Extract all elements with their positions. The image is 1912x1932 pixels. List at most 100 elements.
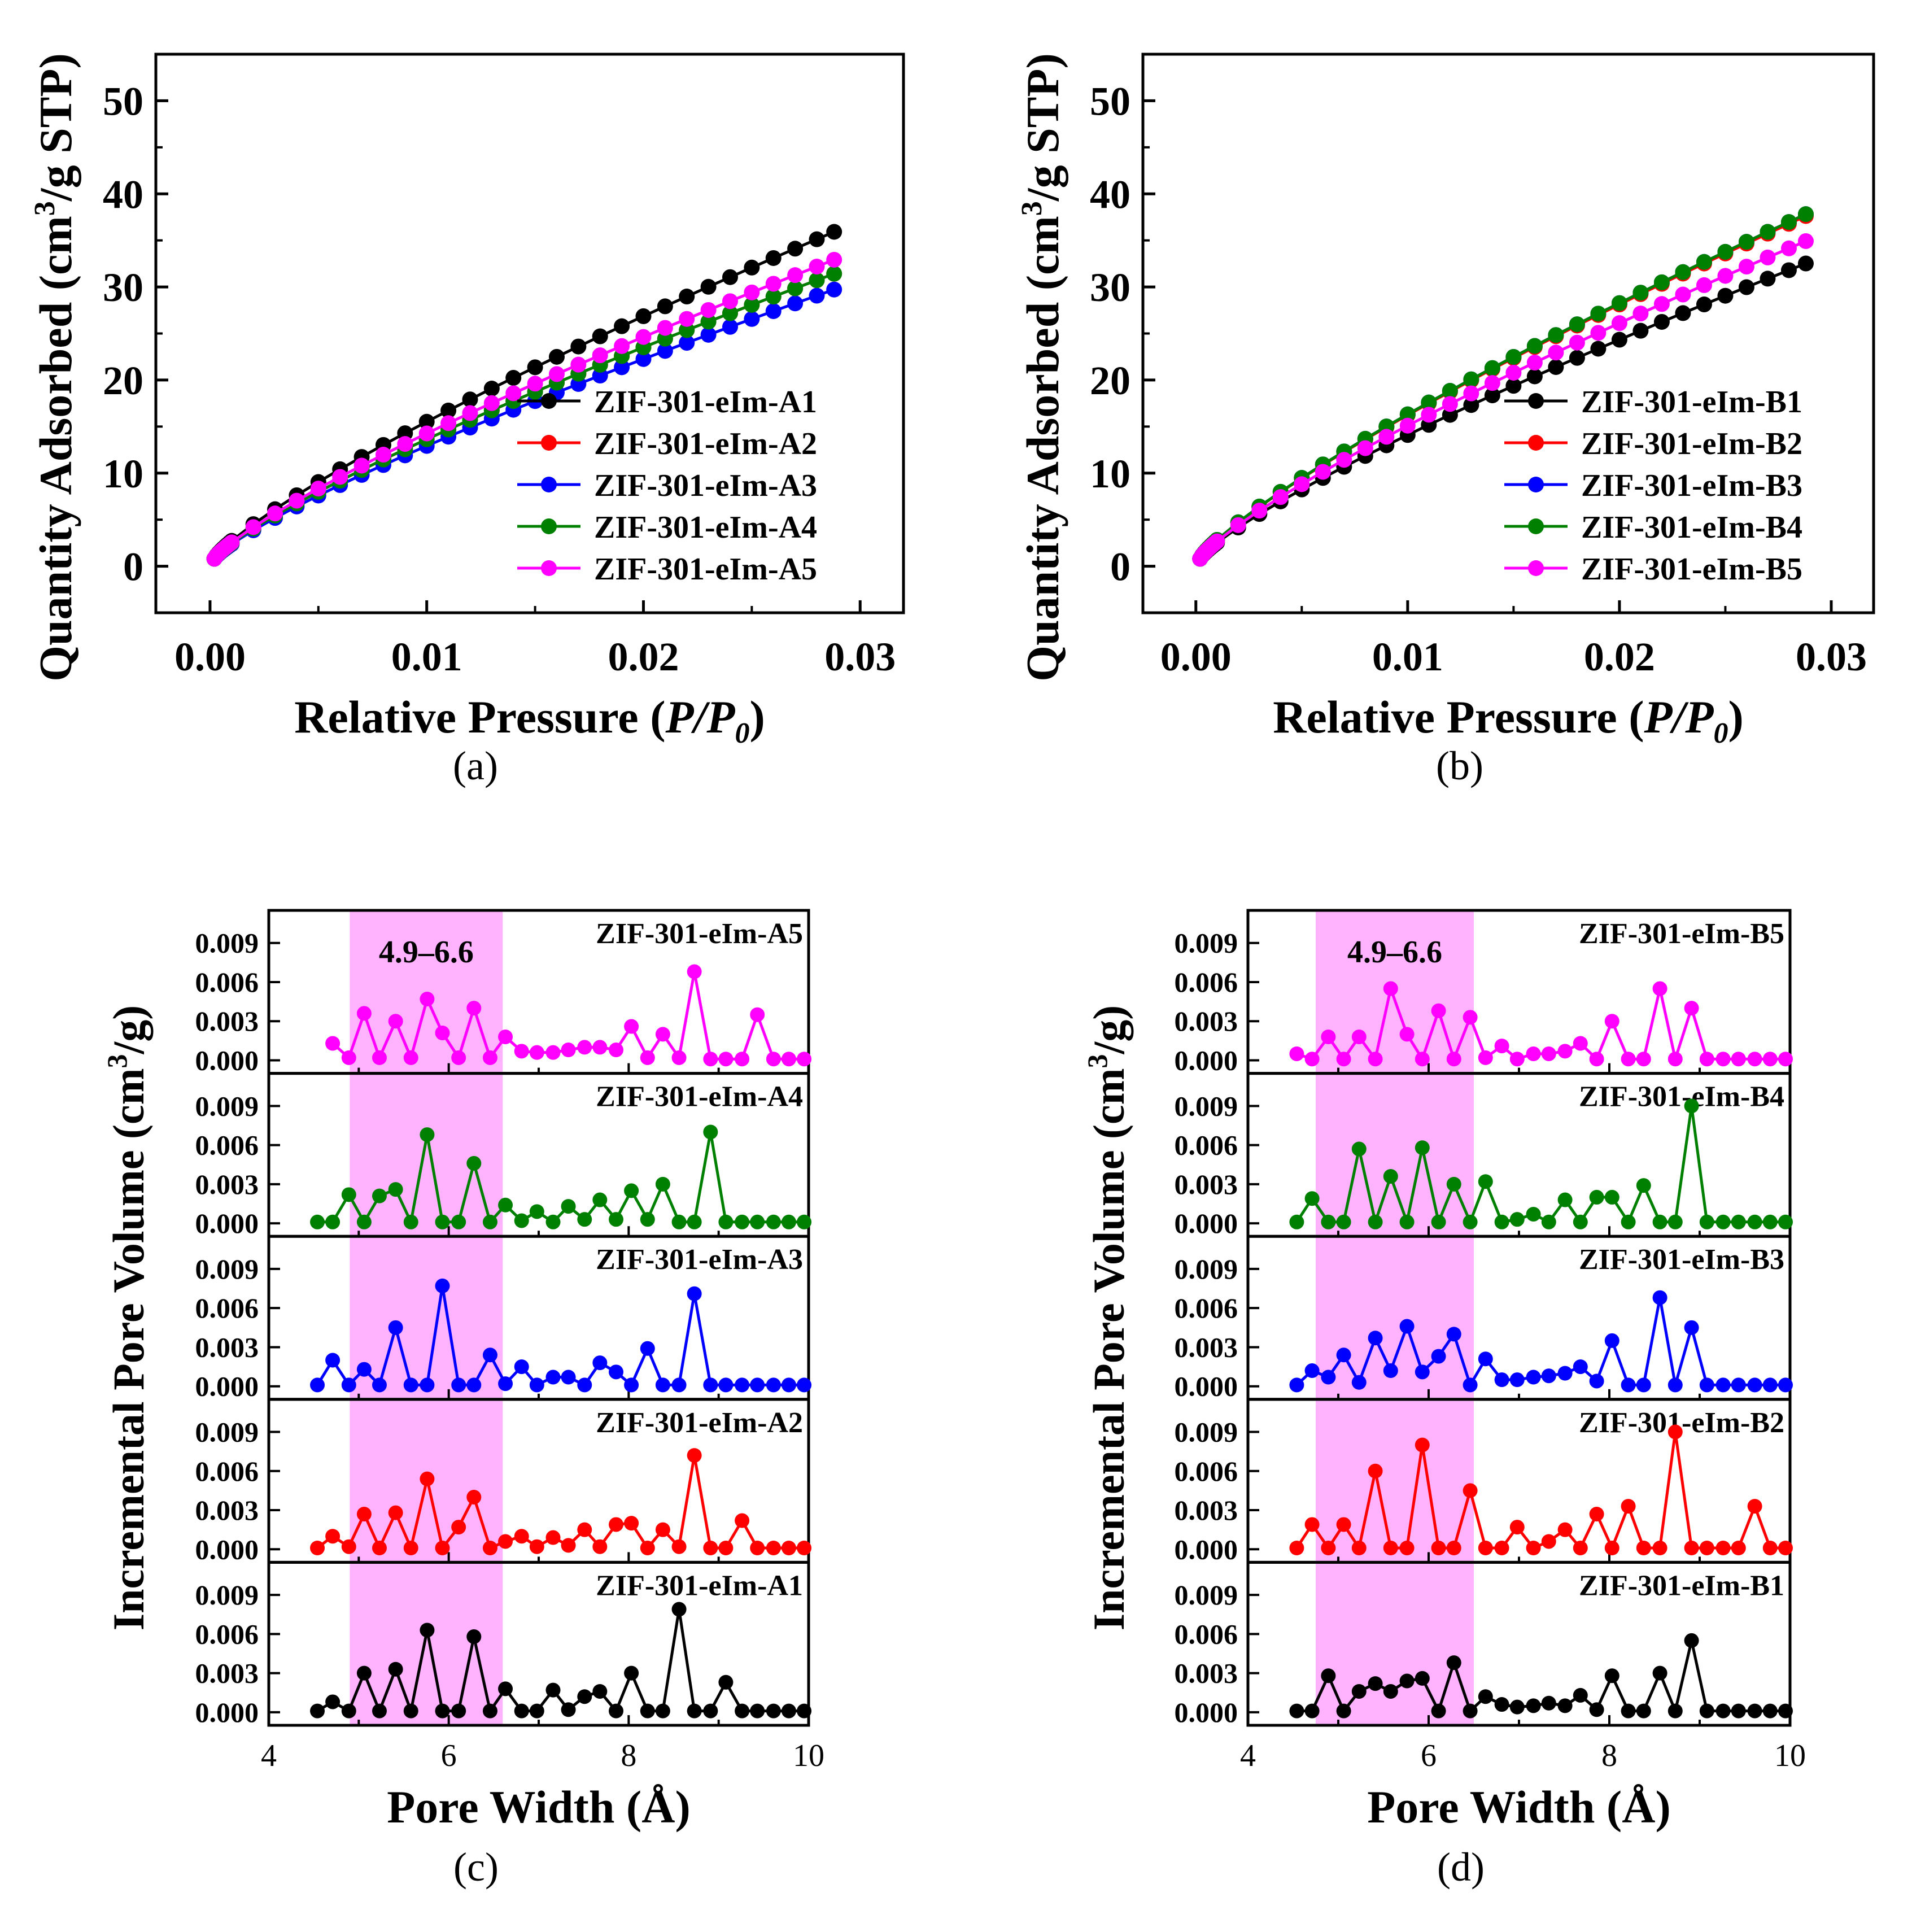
y-tick-label: 0.003 <box>1175 1168 1238 1200</box>
data-point <box>1383 1168 1398 1184</box>
y-axis-label-unit: /g) <box>104 1005 153 1055</box>
data-point <box>655 1377 670 1393</box>
y-tick-label: 0.006 <box>1175 966 1238 998</box>
data-point <box>1357 440 1373 456</box>
data-point <box>356 1665 372 1681</box>
data-point <box>1399 1214 1415 1229</box>
data-point <box>1573 1214 1588 1229</box>
data-point <box>1463 1377 1478 1393</box>
data-point <box>735 1377 750 1393</box>
data-point <box>332 469 348 485</box>
data-point <box>826 265 842 282</box>
data-point <box>1442 407 1458 423</box>
data-point <box>403 1703 418 1719</box>
data-point <box>1589 1052 1604 1067</box>
data-point <box>1509 1212 1525 1227</box>
data-point <box>703 1377 718 1393</box>
data-point <box>787 241 804 257</box>
data-point <box>529 1539 544 1554</box>
data-point <box>1715 1541 1731 1556</box>
data-point <box>1321 1370 1336 1385</box>
y-tick-label: 0.000 <box>195 1697 259 1728</box>
subplot-title: ZIF-301-eIm-A2 <box>596 1407 803 1439</box>
data-point <box>1569 350 1585 366</box>
data-point <box>561 1702 576 1717</box>
y-tick-label: 0.003 <box>1175 1005 1238 1037</box>
data-point <box>735 1513 750 1528</box>
y-tick-label: 0.000 <box>1175 1045 1238 1076</box>
data-point <box>1548 344 1564 361</box>
data-point <box>418 413 435 430</box>
data-point <box>1731 1377 1746 1393</box>
legend-marker <box>541 560 557 576</box>
data-point <box>545 1530 561 1545</box>
data-point <box>797 1052 812 1067</box>
x-tick-label: 6 <box>1421 1738 1437 1773</box>
data-point <box>718 1541 734 1556</box>
data-point <box>1478 1689 1493 1704</box>
data-point <box>781 1052 796 1067</box>
y-axis-label: Incremental Pore Volume (cm3/g) <box>1081 1005 1133 1630</box>
data-point <box>809 259 825 275</box>
data-point <box>703 1124 718 1140</box>
data-point <box>1684 1098 1699 1114</box>
y-axis-label: Quantity Adsorbed (cm3/g STP) <box>29 53 81 682</box>
subplot-title: ZIF-301-eIm-B3 <box>1579 1244 1784 1276</box>
data-point <box>1696 296 1712 313</box>
data-point <box>1589 1506 1604 1521</box>
data-point <box>1368 1463 1383 1479</box>
data-point <box>1399 1027 1415 1042</box>
data-point <box>356 1362 372 1377</box>
data-point <box>797 1703 812 1719</box>
y-axis-label-unit: /g STP) <box>1017 53 1068 202</box>
data-point <box>592 347 608 364</box>
data-point <box>679 322 695 338</box>
data-point <box>1304 1191 1320 1206</box>
y-tick-label: 0.009 <box>195 927 259 959</box>
data-point <box>1684 1001 1699 1016</box>
data-point <box>687 1214 702 1229</box>
data-point <box>372 1188 387 1203</box>
data-point <box>1590 325 1607 341</box>
y-tick-label: 0.009 <box>195 1090 259 1122</box>
data-point <box>1446 1176 1461 1192</box>
data-point <box>809 231 825 247</box>
subplot-ZIF-301-eIm-A3: 0.000 0.003 0.006 0.009 ZIF-301-eIm-A3 <box>195 1235 812 1402</box>
legend-label: ZIF-301-eIm-A5 <box>594 552 817 587</box>
data-point <box>657 343 673 359</box>
data-point <box>1684 1541 1699 1556</box>
data-point <box>224 534 240 551</box>
subplot-ZIF-301-eIm-B1: 0.000 0.003 0.006 0.009 ZIF-301-eIm-B1 <box>1175 1560 1793 1728</box>
data-point <box>1526 1698 1541 1713</box>
data-point <box>1699 1377 1714 1393</box>
data-point <box>451 1377 466 1393</box>
data-point <box>1699 1541 1714 1556</box>
data-point <box>1569 334 1585 351</box>
legend-marker <box>541 518 557 534</box>
data-point <box>577 1212 592 1227</box>
data-point <box>1557 1522 1573 1537</box>
data-point <box>403 1214 418 1229</box>
data-point <box>592 1684 608 1699</box>
data-point <box>356 1006 372 1021</box>
data-point <box>1621 1052 1636 1067</box>
data-point <box>1415 1140 1430 1155</box>
data-point <box>1675 286 1691 303</box>
data-point <box>1494 1541 1509 1556</box>
subplot-title: ZIF-301-eIm-B1 <box>1579 1569 1784 1602</box>
x-axis-label: Pore Width (Å) <box>387 1781 691 1833</box>
data-point <box>797 1541 812 1556</box>
data-point <box>1478 1351 1493 1367</box>
data-point <box>635 351 652 367</box>
data-point <box>353 457 370 474</box>
data-point <box>1797 206 1814 223</box>
data-point <box>1526 355 1543 371</box>
data-point <box>809 272 825 289</box>
data-point <box>1446 1541 1461 1556</box>
data-point <box>420 1377 435 1393</box>
y-tick-label: 0.003 <box>1175 1494 1238 1526</box>
data-point <box>1762 1052 1778 1067</box>
data-point <box>1747 1214 1762 1229</box>
subplot-title: ZIF-301-eIm-A5 <box>596 918 803 950</box>
